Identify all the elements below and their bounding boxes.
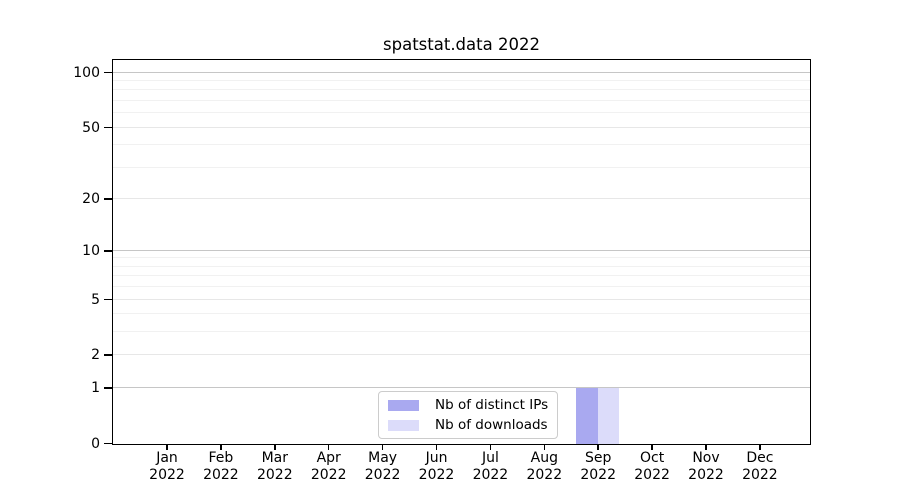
y-tick-label: 100	[73, 64, 100, 81]
x-tick-mark	[327, 445, 330, 450]
chart-title: spatstat.data 2022	[383, 35, 540, 54]
x-tick-label: Jun 2022	[418, 450, 455, 483]
y-tick-mark	[104, 198, 112, 200]
legend-label: Nb of distinct IPs	[435, 397, 549, 413]
y-tick-mark	[104, 354, 112, 356]
x-tick-mark	[220, 445, 222, 450]
minor-gridline	[113, 313, 810, 315]
x-tick-label: Oct 2022	[634, 450, 670, 483]
legend-label: Nb of downloads	[435, 417, 548, 433]
major-gridline	[113, 249, 810, 251]
y-tick-label: 1	[91, 379, 100, 396]
major-gridline	[113, 386, 810, 388]
x-tick-label: Feb 2022	[203, 450, 239, 483]
y-tick-mark	[104, 298, 112, 301]
major-gridline	[113, 354, 810, 356]
minor-gridline	[113, 166, 810, 168]
x-tick-mark	[597, 445, 599, 450]
minor-gridline	[113, 112, 810, 114]
minor-gridline	[113, 257, 810, 259]
x-tick-label: Apr 2022	[310, 450, 347, 483]
x-tick-mark	[489, 445, 492, 450]
y-tick-mark	[104, 442, 112, 445]
x-tick-mark	[166, 445, 168, 450]
minor-gridline	[113, 286, 810, 288]
y-tick-label: 50	[82, 119, 100, 136]
minor-gridline	[113, 331, 810, 333]
y-tick-label: 0	[91, 435, 100, 452]
y-tick-label: 20	[82, 190, 100, 207]
major-gridline	[113, 71, 810, 73]
x-tick-mark	[543, 445, 546, 450]
x-tick-mark	[381, 445, 384, 450]
legend-swatch	[388, 419, 419, 431]
y-tick-label: 5	[91, 291, 100, 308]
x-tick-label: Mar 2022	[256, 450, 293, 483]
x-tick-label: Nov 2022	[688, 450, 724, 483]
minor-gridline	[113, 99, 810, 101]
legend: Nb of distinct IPs Nb of downloads	[378, 391, 559, 439]
legend-swatch	[388, 399, 419, 411]
minor-gridline	[113, 144, 810, 146]
bar-nb-of-distinct-ips	[576, 388, 598, 444]
x-tick-label: Aug 2022	[526, 450, 563, 483]
minor-gridline	[113, 89, 810, 91]
major-gridline	[113, 197, 810, 199]
x-tick-label: Jan 2022	[149, 450, 185, 483]
y-tick-mark	[104, 250, 112, 252]
x-tick-mark	[759, 445, 761, 450]
minor-gridline	[113, 265, 810, 267]
y-tick-mark	[104, 126, 112, 129]
x-tick-label: Jul 2022	[472, 450, 509, 483]
x-tick-label: Sep 2022	[580, 450, 616, 483]
x-tick-mark	[705, 445, 707, 450]
major-gridline	[113, 126, 810, 128]
legend-item: Nb of distinct IPs	[388, 397, 548, 413]
x-tick-label: May 2022	[364, 450, 401, 483]
bar-nb-of-downloads	[597, 388, 620, 444]
minor-gridline	[113, 275, 810, 277]
y-tick-mark	[104, 387, 112, 389]
y-tick-label: 2	[91, 347, 100, 364]
legend-item: Nb of downloads	[388, 417, 548, 433]
x-tick-mark	[435, 445, 438, 450]
y-tick-label: 10	[82, 242, 100, 259]
x-tick-mark	[274, 445, 276, 450]
plot-area	[112, 59, 811, 445]
minor-gridline	[113, 80, 810, 81]
x-tick-mark	[651, 445, 653, 450]
major-gridline	[113, 298, 810, 300]
x-tick-label: Dec 2022	[742, 450, 778, 483]
y-tick-mark	[104, 71, 112, 74]
